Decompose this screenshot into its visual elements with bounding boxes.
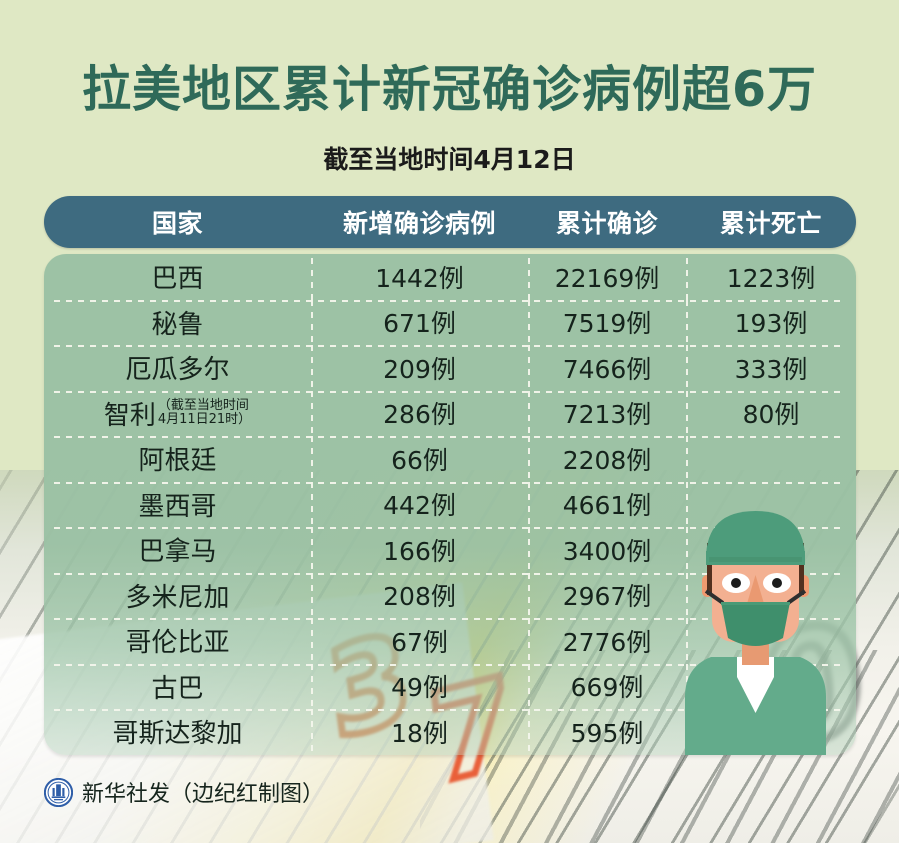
cell-total-cases: 3400例: [528, 527, 686, 573]
cell-new-cases: 208例: [311, 572, 528, 619]
cell-new-cases: 49例: [311, 663, 528, 710]
country-note: （截至当地时间 4月11日21时）: [157, 397, 252, 428]
cell-total-cases: 595例: [528, 709, 686, 755]
data-table: 国家 新增确诊病例 累计确诊 累计死亡 巴西 1442例 22169例 1223例 秘鲁…: [44, 196, 856, 755]
cell-country: 厄瓜多尔: [44, 345, 311, 391]
page-title: 拉美地区累计新冠确诊病例超6万: [81, 61, 818, 118]
cell-country: 巴西: [44, 254, 311, 300]
cell-new-cases: 166例: [311, 527, 528, 573]
xinhua-logo-icon: [44, 777, 73, 807]
table-row: 智利 （截至当地时间 4月11日21时） 286例 7213例 80例: [44, 390, 856, 437]
table-header-row: 国家 新增确诊病例 累计确诊 累计死亡: [44, 196, 856, 248]
table-row: 墨西哥 442例 4661例: [44, 481, 856, 528]
cell-country: 阿根廷: [44, 436, 311, 482]
table-row: 哥斯达黎加 18例 595例: [44, 709, 856, 755]
cell-total-deaths: [686, 572, 856, 619]
column-header-country: 国家: [151, 209, 203, 238]
cell-total-deaths: 1223例: [686, 254, 856, 300]
table-row: 巴拿马 166例 3400例: [44, 527, 856, 573]
country-label: 哥伦比亚: [125, 628, 230, 659]
table-row: 哥伦比亚 67例 2776例: [44, 618, 856, 664]
cell-total-cases: 2967例: [528, 572, 686, 619]
cell-total-cases: 669例: [528, 663, 686, 710]
page-subtitle: 截至当地时间4月12日: [323, 145, 576, 174]
cell-total-cases: 22169例: [528, 254, 686, 300]
cell-total-deaths: 193例: [686, 299, 856, 346]
country-label: 厄瓜多尔: [125, 355, 230, 386]
cell-total-cases: 4661例: [528, 481, 686, 528]
cell-country: 智利 （截至当地时间 4月11日21时）: [44, 391, 311, 437]
cell-country: 哥斯达黎加: [44, 709, 311, 755]
table-row: 阿根廷 66例 2208例: [44, 436, 856, 482]
cell-total-cases: 7519例: [528, 299, 686, 346]
country-label: 巴西: [151, 264, 204, 295]
country-label: 古巴: [151, 673, 204, 704]
cell-total-deaths: [686, 618, 856, 664]
cell-new-cases: 209例: [311, 345, 528, 391]
cell-total-cases: 2776例: [528, 618, 686, 664]
doctor-illustration: [685, 511, 826, 755]
table-row: 巴西 1442例 22169例 1223例: [44, 254, 856, 300]
column-header-total-deaths: 累计死亡: [719, 209, 822, 238]
cell-new-cases: 442例: [311, 481, 528, 528]
country-label: 墨西哥: [138, 491, 217, 522]
cell-total-cases: 2208例: [528, 436, 686, 482]
cell-total-cases: 7466例: [528, 345, 686, 391]
cell-new-cases: 671例: [311, 299, 528, 346]
cell-total-cases: 7213例: [528, 390, 686, 437]
cell-country: 墨西哥: [44, 482, 311, 528]
cell-total-deaths: [686, 527, 856, 573]
cell-country: 哥伦比亚: [44, 618, 311, 664]
cell-total-deaths: 80例: [686, 390, 856, 437]
cell-total-deaths: [686, 436, 856, 482]
cell-country: 巴拿马: [44, 527, 311, 573]
cell-country: 多米尼加: [44, 573, 311, 619]
cell-new-cases: 286例: [311, 390, 528, 437]
country-label: 秘鲁: [151, 309, 204, 340]
footer: 新华社发（边纪红制图）: [44, 776, 324, 808]
footer-credit: 新华社发（边纪红制图）: [82, 782, 325, 807]
cell-new-cases: 66例: [311, 436, 528, 482]
table-row: 多米尼加 208例 2967例: [44, 572, 856, 619]
country-label: 巴拿马: [138, 537, 217, 568]
country-label: 智利: [103, 400, 156, 431]
table-row: 厄瓜多尔 209例 7466例 333例: [44, 345, 856, 391]
table-body: 巴西 1442例 22169例 1223例秘鲁 671例 7519例 193例厄瓜多尔 209…: [44, 254, 856, 755]
country-label: 多米尼加: [125, 582, 230, 613]
cell-total-deaths: [686, 481, 856, 528]
country-label: 哥斯达黎加: [112, 719, 243, 750]
cell-new-cases: 1442例: [311, 254, 528, 300]
cell-country: 古巴: [44, 664, 311, 710]
cell-total-deaths: 333例: [686, 345, 856, 391]
country-label: 阿根廷: [138, 446, 217, 477]
cell-country: 秘鲁: [44, 300, 311, 346]
cell-new-cases: 18例: [311, 709, 528, 755]
table-row: 秘鲁 671例 7519例 193例: [44, 299, 856, 346]
column-header-total-cases: 累计确诊: [555, 209, 658, 238]
cell-new-cases: 67例: [311, 618, 528, 664]
column-header-new-cases: 新增确诊病例: [342, 209, 496, 238]
